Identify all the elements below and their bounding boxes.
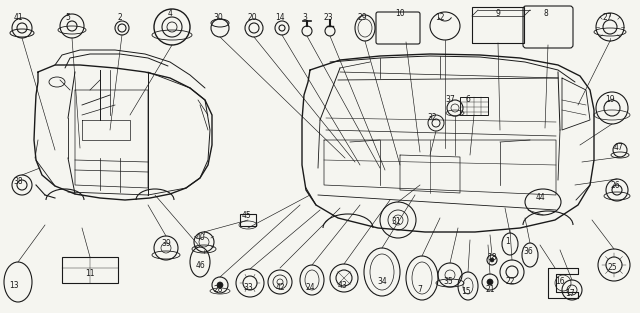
Bar [240,214,256,226]
Text: 45: 45 [241,212,251,220]
Bar [460,97,488,115]
Text: 30: 30 [213,13,223,23]
Text: 23: 23 [323,13,333,23]
Text: 36: 36 [523,248,533,256]
Text: 10: 10 [395,9,405,18]
Text: 9: 9 [495,9,500,18]
Text: 24: 24 [305,284,315,293]
Text: 40: 40 [195,233,205,243]
Text: 2: 2 [118,13,122,23]
Text: 16: 16 [555,278,565,286]
Text: 41: 41 [13,13,23,23]
Text: 18: 18 [487,254,497,263]
Text: 8: 8 [543,9,548,18]
Text: 43: 43 [337,281,347,290]
Text: 20: 20 [247,13,257,23]
Circle shape [217,282,223,288]
Text: 7: 7 [417,285,422,295]
Text: 21: 21 [485,285,495,295]
Text: 26: 26 [610,182,620,191]
Text: 1: 1 [506,238,510,247]
Text: 35: 35 [443,278,453,286]
Text: 47: 47 [613,143,623,152]
Text: 5: 5 [65,13,70,23]
Text: 32: 32 [427,114,437,122]
Circle shape [490,258,494,262]
Text: 4: 4 [168,9,172,18]
Text: 3: 3 [303,13,307,23]
Text: 39: 39 [161,239,171,249]
Text: 42: 42 [275,284,285,293]
Text: 12: 12 [435,13,445,23]
Text: 33: 33 [243,284,253,293]
Bar [62,257,118,283]
Text: 31: 31 [391,218,401,227]
Circle shape [487,279,493,285]
Text: 17: 17 [565,290,575,299]
Text: 34: 34 [377,278,387,286]
Text: 14: 14 [275,13,285,23]
Bar [472,7,524,43]
Text: 11: 11 [85,269,95,279]
Text: 25: 25 [607,264,617,273]
Text: 29: 29 [357,13,367,23]
Text: 38: 38 [13,177,23,187]
Text: 22: 22 [505,278,515,286]
Text: 13: 13 [9,281,19,290]
Text: 46: 46 [195,261,205,270]
Text: 44: 44 [535,193,545,203]
Text: 15: 15 [461,288,471,296]
Text: 37: 37 [445,95,455,105]
Text: 6: 6 [465,95,470,105]
Text: 28: 28 [213,285,223,295]
Text: 19: 19 [605,95,615,105]
Text: 27: 27 [602,13,612,23]
